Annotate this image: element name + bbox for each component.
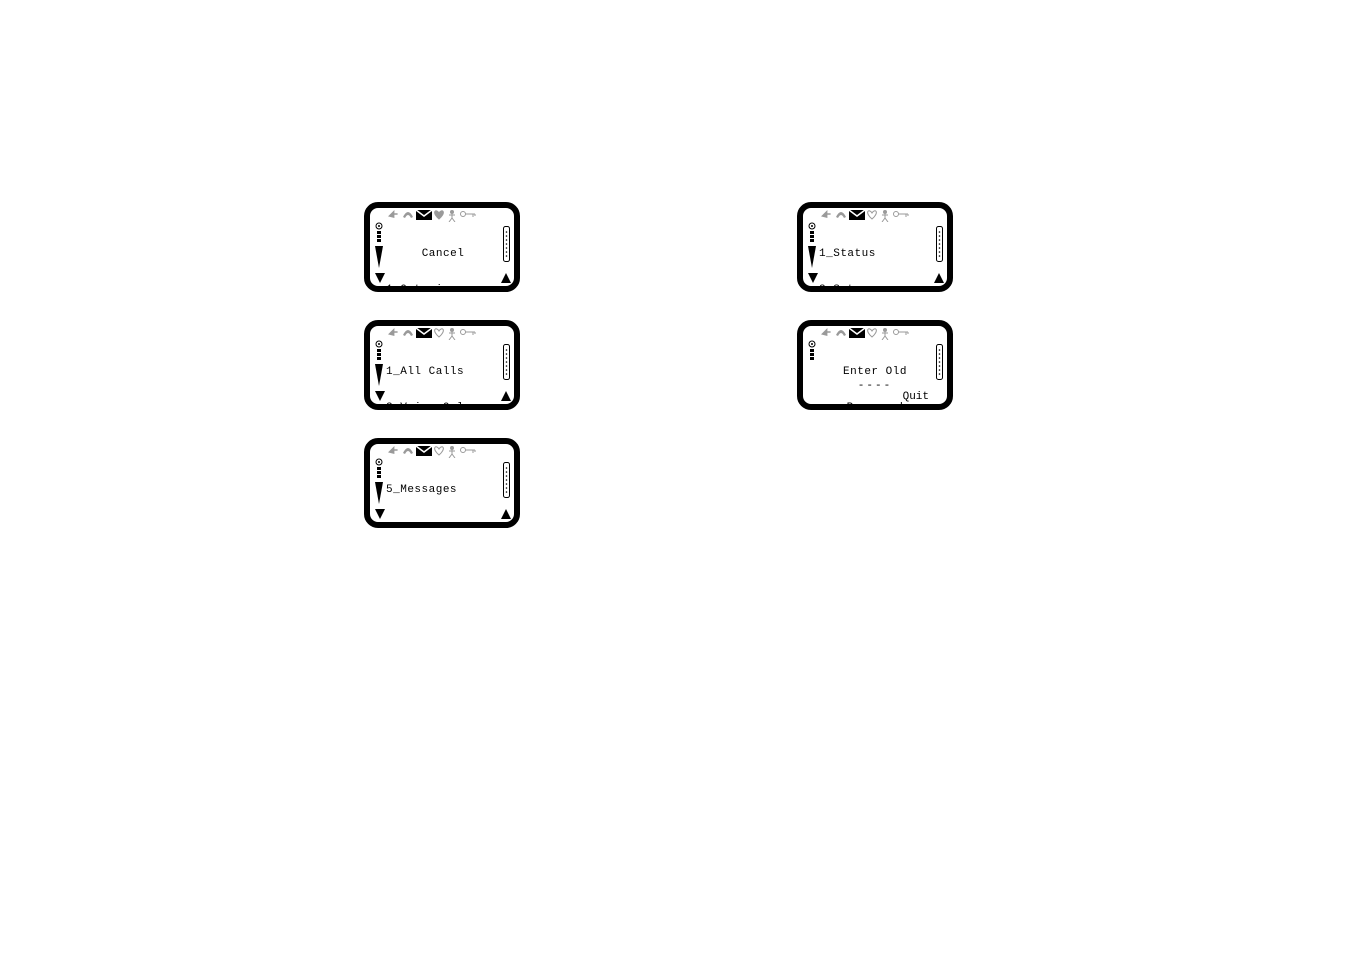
menu-item-set[interactable]: 2 Set	[819, 284, 933, 292]
signal-arrow-icon	[388, 210, 400, 220]
phone-screen-statusset: 1_Status 2 Set 3 Cancel 4 Password	[797, 202, 953, 292]
status-bar	[388, 210, 500, 222]
signal-arrow-icon	[821, 210, 833, 220]
envelope-icon	[416, 446, 432, 456]
softkey-down-icon[interactable]	[374, 272, 386, 284]
person-icon	[881, 210, 889, 222]
person-icon	[448, 328, 456, 340]
softkey-up-icon[interactable]	[500, 272, 512, 284]
status-bar	[821, 328, 933, 340]
heart-icon	[434, 210, 444, 220]
prompt-line-1: Enter Old	[817, 366, 933, 378]
person-icon	[448, 210, 456, 222]
key-icon	[460, 328, 476, 336]
key-icon	[893, 328, 909, 336]
envelope-icon	[416, 210, 432, 220]
handset-icon	[402, 210, 414, 220]
handset-icon	[835, 210, 847, 220]
softkey-down-icon[interactable]	[374, 508, 386, 520]
scrollbar[interactable]	[503, 226, 510, 264]
heart-icon	[434, 446, 444, 456]
prompt-line-2: Password	[817, 402, 933, 410]
menu-area: 5_Messages	[386, 460, 500, 520]
phone-screen-cancel: Cancel 1_Outgoing 2 Incoming	[364, 202, 520, 292]
heart-icon	[434, 328, 444, 338]
menu-title: Cancel	[386, 248, 500, 260]
softkey-up-icon[interactable]	[500, 390, 512, 402]
status-bar	[388, 328, 500, 340]
softkey-quit-label[interactable]: Quit	[903, 391, 929, 403]
menu-area: 1_Status 2 Set 3 Cancel 4 Password	[819, 224, 933, 292]
scrollbar[interactable]	[503, 462, 510, 500]
menu-item-outgoing[interactable]: 1_Outgoing	[386, 284, 500, 292]
signal-arrow-icon	[388, 446, 400, 456]
handset-icon	[402, 328, 414, 338]
menu-item-voiceonly[interactable]: 2 Voice Only	[386, 402, 500, 410]
menu-item-messages[interactable]: 5_Messages	[386, 484, 500, 496]
status-bar	[388, 446, 500, 458]
handset-icon	[835, 328, 847, 338]
key-icon	[893, 210, 909, 218]
envelope-icon	[849, 328, 865, 338]
key-icon	[460, 210, 476, 218]
softkey-down-icon[interactable]	[807, 272, 819, 284]
phone-screen-calltypes: 1_All Calls 2 Voice Only 3 Data Only 4 F…	[364, 320, 520, 410]
menu-area: 1_All Calls 2 Voice Only 3 Data Only 4 F…	[386, 342, 500, 410]
phone-screen-messages: 5_Messages	[364, 438, 520, 528]
heart-icon	[867, 328, 877, 338]
softkey-down-icon[interactable]	[374, 390, 386, 402]
signal-arrow-icon	[388, 328, 400, 338]
person-icon	[881, 328, 889, 340]
softkey-up-icon[interactable]	[500, 508, 512, 520]
menu-area: Cancel 1_Outgoing 2 Incoming	[386, 224, 500, 292]
menu-item-status[interactable]: 1_Status	[819, 248, 933, 260]
person-icon	[448, 446, 456, 458]
menu-item-allcalls[interactable]: 1_All Calls	[386, 366, 500, 378]
heart-icon	[867, 210, 877, 220]
phone-screen-enterpw: Enter Old Password ---- Quit	[797, 320, 953, 410]
softkey-up-icon[interactable]	[933, 272, 945, 284]
handset-icon	[402, 446, 414, 456]
signal-arrow-icon	[821, 328, 833, 338]
envelope-icon	[416, 328, 432, 338]
scrollbar[interactable]	[936, 344, 943, 382]
status-bar	[821, 210, 933, 222]
scrollbar[interactable]	[503, 344, 510, 382]
envelope-icon	[849, 210, 865, 220]
key-icon	[460, 446, 476, 454]
scrollbar[interactable]	[936, 226, 943, 264]
